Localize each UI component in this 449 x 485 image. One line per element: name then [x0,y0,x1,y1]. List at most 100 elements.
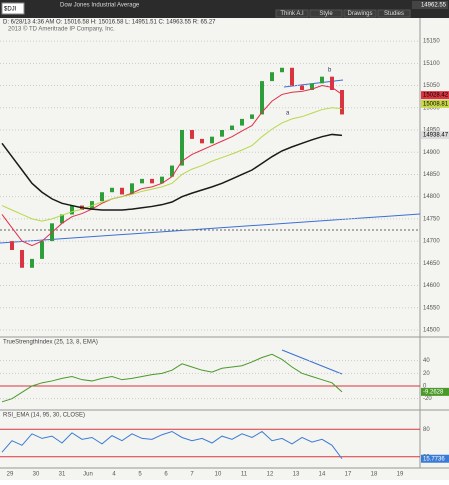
toolbar-button[interactable] [377,9,411,18]
symbol: $DJI [4,7,17,13]
quote: D: 6/28/13 4:36 AM O: 15016.58 H: 15016.… [3,20,216,26]
y-tick-label: 15050 [423,83,440,89]
y-tick-label: 15000 [423,105,440,111]
description: Dow Jones Industrial Average [60,3,140,9]
y-tick-label: 14550 [423,305,440,311]
candle [60,214,64,224]
x-tick-label: 18 [371,472,378,478]
candle [110,187,114,193]
toolbar-button[interactable] [343,9,377,18]
value-tag-label: -9.2628 [423,389,444,395]
x-tick-label: 10 [215,472,222,478]
candle [290,67,294,86]
candle [220,130,224,137]
candle [190,130,194,139]
value-tag [421,387,449,396]
candle [240,118,244,126]
x-tick-label: 12 [267,472,274,478]
candle [170,165,174,177]
candle [320,76,324,84]
x-tick-label: 5 [138,472,142,478]
candle [230,125,234,130]
button-label[interactable]: Drawings [347,11,372,17]
annotation: a [286,111,290,117]
series-line [1,133,343,211]
candle [150,178,154,184]
study-label: TrueStrengthIndex (25, 13, 8, EMA) [3,340,98,346]
button-label[interactable]: Think A.I [280,11,304,17]
price-tag-label: 14938.47 [423,133,449,139]
candle [180,130,184,166]
series-line [1,85,343,247]
value-tag-label: 15.7736 [423,456,445,462]
x-tick-label: 31 [59,472,66,478]
series-line [1,107,343,222]
y-tick-label: -20 [423,396,432,402]
x-tick-label: 29 [7,472,14,478]
candle [310,83,314,90]
x-tick-label: 7 [190,472,194,478]
x-tick-label: 11 [241,472,248,478]
candle [10,241,14,250]
series-line [1,353,343,403]
candle [140,178,144,184]
candle [130,183,134,195]
y-tick-label: 14850 [423,172,440,178]
candle [340,90,344,115]
buttons: Think A.I Style Drawings Studies [275,9,411,18]
value-tag [421,454,449,463]
last-box [412,1,448,9]
price-tag [421,99,449,108]
y-tick-label: 0 [423,384,427,390]
y-tick-label: 14500 [423,328,440,334]
trend-line [0,213,421,244]
candle [160,176,164,184]
candle [30,258,34,268]
button-label[interactable]: Style [319,11,333,17]
candle [300,85,304,90]
candle [250,114,254,119]
y-tick-label: 14600 [423,283,440,289]
toolbar-button[interactable] [275,9,309,18]
y-tick-label: 14900 [423,150,440,156]
x-tick-label: Jun [83,472,93,478]
y-tick-label: 14950 [423,128,440,134]
symbol-box[interactable] [1,2,25,15]
annotation: b [328,68,332,74]
candle [40,241,44,259]
candle [70,205,74,215]
study-label: RSI_EMA (14, 95, 30, CLOSE) [3,413,85,419]
y-tick-label: 14750 [423,216,440,222]
x-tick-label: 17 [345,472,352,478]
candle [100,192,104,202]
candle [330,76,334,90]
candle [280,67,284,73]
candle [260,81,264,115]
button-label[interactable]: Studies [384,11,404,17]
y-tick-label: 40 [423,358,430,364]
copyright: 2013 © TD Ameritrade IP Company, Inc. [8,26,115,33]
series-line [1,430,343,460]
price-tag [421,91,449,100]
candle [270,72,274,82]
price-tag-label: 15008.81 [423,101,449,107]
toolbar-button[interactable] [309,9,343,18]
y-tick-label: 14800 [423,194,440,200]
y-tick-label: 15150 [423,39,440,45]
candle [210,136,214,144]
tsi-trend-line [281,349,343,375]
price-tag [421,131,449,140]
y-tick-label: 14700 [423,239,440,245]
y-tick-label: 20 [423,371,430,377]
x-tick-label: 30 [33,472,40,478]
y-tick-label: 15100 [423,61,440,67]
x-tick-label: 14 [319,472,326,478]
y-tick-label: 80 [423,427,430,433]
x-tick-label: 13 [293,472,300,478]
candle [120,187,124,195]
candle [20,250,24,268]
y-tick-label: 14650 [423,261,440,267]
x-tick-label: 19 [397,472,404,478]
